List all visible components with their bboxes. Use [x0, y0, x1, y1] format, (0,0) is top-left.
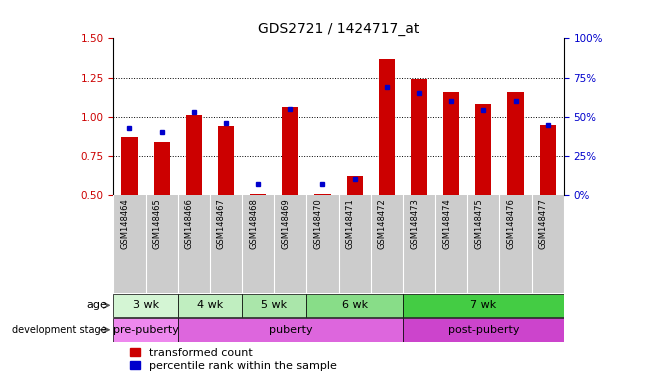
Bar [403, 293, 564, 317]
Bar [154, 142, 170, 195]
Bar [283, 108, 298, 195]
Text: GSM148473: GSM148473 [410, 198, 419, 249]
Text: GSM148464: GSM148464 [121, 198, 130, 249]
Text: 3 wk: 3 wk [132, 300, 159, 310]
Text: GSM148471: GSM148471 [345, 198, 354, 249]
Text: GSM148477: GSM148477 [538, 198, 548, 249]
Text: GSM148475: GSM148475 [474, 198, 483, 249]
Bar [178, 318, 403, 341]
Bar [178, 293, 242, 317]
Legend: transformed count, percentile rank within the sample: transformed count, percentile rank withi… [128, 346, 339, 373]
Bar [379, 59, 395, 195]
Text: GSM148474: GSM148474 [442, 198, 451, 249]
Bar [540, 124, 556, 195]
Bar [314, 194, 330, 195]
Text: 7 wk: 7 wk [470, 300, 496, 310]
Bar [186, 115, 202, 195]
Bar [403, 318, 564, 341]
Title: GDS2721 / 1424717_at: GDS2721 / 1424717_at [258, 22, 419, 36]
Bar [121, 137, 137, 195]
Bar [307, 293, 403, 317]
Bar [507, 92, 524, 195]
Bar [443, 92, 459, 195]
Bar [347, 176, 363, 195]
Text: 5 wk: 5 wk [261, 300, 287, 310]
Bar [411, 79, 427, 195]
Bar [218, 126, 234, 195]
Text: puberty: puberty [268, 325, 312, 335]
Text: GSM148470: GSM148470 [314, 198, 323, 249]
Text: GSM148468: GSM148468 [249, 198, 258, 249]
Text: GSM148472: GSM148472 [378, 198, 387, 249]
Text: 6 wk: 6 wk [341, 300, 367, 310]
Bar [475, 104, 491, 195]
Text: GSM148469: GSM148469 [281, 198, 290, 249]
Text: GSM148467: GSM148467 [217, 198, 226, 249]
Text: post-puberty: post-puberty [448, 325, 519, 335]
Text: pre-puberty: pre-puberty [113, 325, 178, 335]
Bar [113, 293, 178, 317]
Bar [250, 194, 266, 195]
Text: development stage: development stage [12, 325, 107, 335]
Text: GSM148465: GSM148465 [153, 198, 161, 249]
Text: 4 wk: 4 wk [197, 300, 223, 310]
Text: GSM148476: GSM148476 [507, 198, 516, 249]
Bar [242, 293, 307, 317]
Text: GSM148466: GSM148466 [185, 198, 194, 249]
Bar [113, 318, 178, 341]
Text: age: age [86, 300, 107, 310]
